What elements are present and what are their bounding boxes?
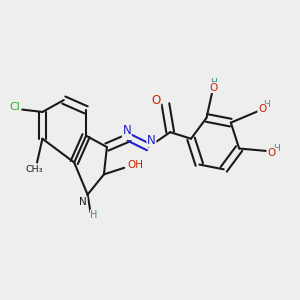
Text: O: O [267,148,275,158]
Text: N: N [147,134,156,147]
Text: N: N [122,124,131,137]
Text: OH: OH [128,160,143,170]
Text: H: H [90,210,98,220]
Text: O: O [258,104,266,114]
Text: CH₃: CH₃ [25,164,43,173]
Text: H: H [273,144,280,153]
Text: O: O [151,94,160,107]
Text: H: H [211,78,217,87]
Text: H: H [263,100,270,109]
Text: O: O [209,82,217,93]
Text: N: N [79,197,87,207]
Text: Cl: Cl [9,102,20,112]
